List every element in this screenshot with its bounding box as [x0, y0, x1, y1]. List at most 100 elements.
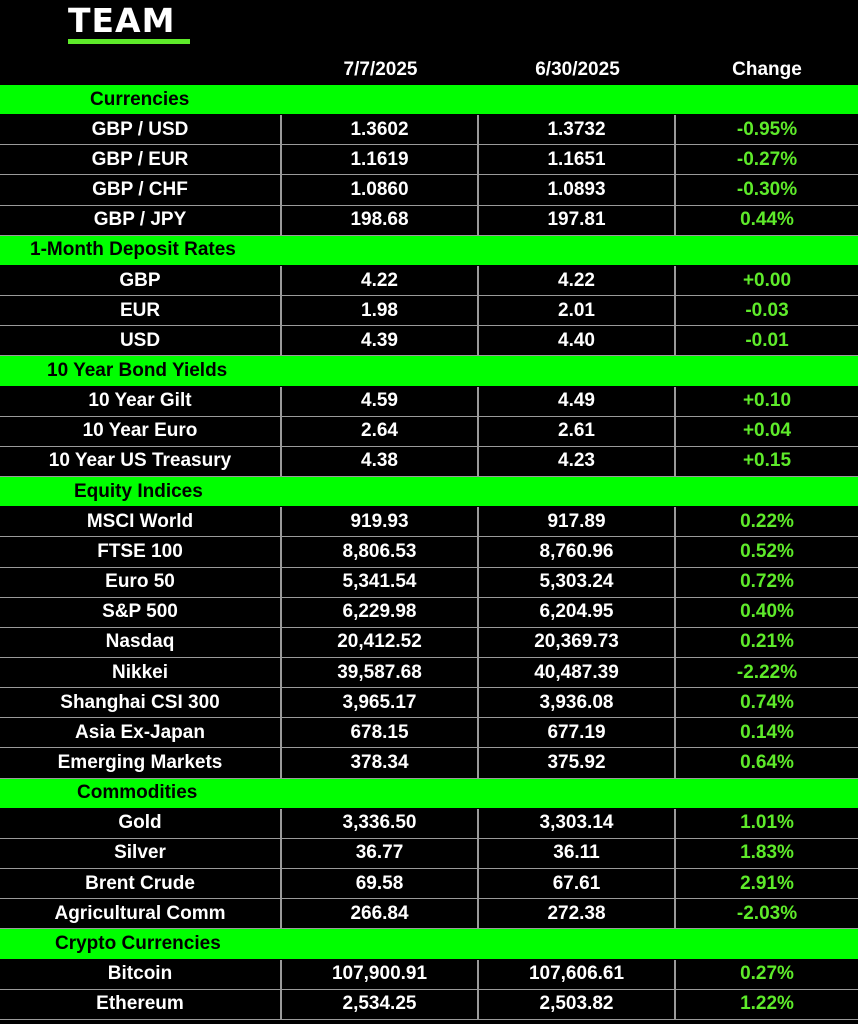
row-change: 0.14% — [740, 721, 794, 743]
section-header: Commodities — [0, 778, 858, 809]
row-name: Bitcoin — [0, 959, 282, 989]
row-change: +0.00 — [742, 269, 792, 291]
row-change: -2.03% — [736, 902, 798, 924]
row-change: 0.74% — [740, 691, 794, 713]
row-value-current: 2,534.25 — [282, 989, 479, 1019]
row-name: S&P 500 — [0, 597, 282, 627]
table-row: Agricultural Comm 266.84 272.38 -2.03% — [0, 899, 858, 930]
row-value-current: 6,229.98 — [282, 597, 479, 627]
section-header: Currencies — [0, 85, 858, 116]
table-row: 10 Year Gilt 4.59 4.49 +0.10 — [0, 386, 858, 417]
row-value-previous: 1.1651 — [479, 145, 676, 175]
row-change: 0.40% — [740, 601, 794, 623]
row-value-current: 69.58 — [282, 869, 479, 899]
row-name: GBP / CHF — [0, 175, 282, 205]
row-name: USD — [0, 326, 282, 356]
table-row: 10 Year US Treasury 4.38 4.23 +0.15 — [0, 446, 858, 478]
row-value-previous: 1.0893 — [479, 175, 676, 205]
row-name: GBP / EUR — [0, 145, 282, 175]
table-row: GBP / JPY 198.68 197.81 0.44% — [0, 205, 858, 236]
header-date-current: 7/7/2025 — [343, 59, 418, 80]
header-date-previous: 6/30/2025 — [535, 59, 620, 80]
row-value-current: 107,900.91 — [282, 959, 479, 989]
table-row: Silver 36.77 36.11 1.83% — [0, 838, 858, 870]
table-row: EUR 1.98 2.01 -0.03 — [0, 296, 858, 327]
row-value-current: 3,336.50 — [282, 808, 479, 838]
row-value-previous: 40,487.39 — [479, 657, 676, 688]
row-value-current: 1.0860 — [282, 175, 479, 205]
row-value-current: 36.77 — [282, 838, 479, 869]
table-row: MSCI World 919.93 917.89 0.22% — [0, 507, 858, 538]
table-row: Gold 3,336.50 3,303.14 1.01% — [0, 808, 858, 839]
row-name: Ethereum — [0, 989, 282, 1019]
market-table: 7/7/2025 6/30/2025 Change Currencies GBP … — [0, 55, 858, 1020]
row-change: -0.30% — [736, 179, 798, 201]
row-value-previous: 2,503.82 — [479, 989, 676, 1019]
row-change: +0.04 — [742, 420, 792, 442]
row-value-previous: 917.89 — [479, 507, 676, 537]
row-value-previous: 67.61 — [479, 869, 676, 899]
row-change: 0.22% — [740, 510, 794, 532]
table-row: Brent Crude 69.58 67.61 2.91% — [0, 869, 858, 900]
row-name: 10 Year Gilt — [0, 386, 282, 416]
row-name: GBP / JPY — [0, 205, 282, 235]
logo-text: TEAM — [68, 1, 176, 40]
row-value-current: 4.59 — [282, 386, 479, 416]
row-value-previous: 677.19 — [479, 718, 676, 748]
row-value-current: 5,341.54 — [282, 567, 479, 597]
header-change: Change — [732, 59, 802, 80]
table-row: 10 Year Euro 2.64 2.61 +0.04 — [0, 416, 858, 447]
row-value-current: 378.34 — [282, 748, 479, 778]
row-name: EUR — [0, 296, 282, 326]
table-row: GBP 4.22 4.22 +0.00 — [0, 265, 858, 297]
logo-underline — [68, 39, 190, 44]
row-name: GBP / USD — [0, 115, 282, 145]
row-value-previous: 4.23 — [479, 446, 676, 477]
table-row: S&P 500 6,229.98 6,204.95 0.40% — [0, 597, 858, 628]
table-row: Nikkei 39,587.68 40,487.39 -2.22% — [0, 657, 858, 689]
row-value-current: 4.38 — [282, 446, 479, 477]
row-change: -2.22% — [736, 661, 798, 683]
row-value-current: 3,965.17 — [282, 688, 479, 718]
table-row: GBP / USD 1.3602 1.3732 -0.95% — [0, 115, 858, 146]
row-value-current: 266.84 — [282, 899, 479, 929]
table-header: 7/7/2025 6/30/2025 Change — [0, 55, 858, 85]
row-value-current: 4.22 — [282, 265, 479, 296]
row-value-previous: 4.40 — [479, 326, 676, 356]
row-change: +0.15 — [742, 450, 792, 472]
row-value-current: 20,412.52 — [282, 627, 479, 657]
row-name: Emerging Markets — [0, 748, 282, 778]
row-value-current: 1.1619 — [282, 145, 479, 175]
row-value-previous: 3,303.14 — [479, 808, 676, 838]
table-row: Asia Ex-Japan 678.15 677.19 0.14% — [0, 718, 858, 749]
table-body: Currencies GBP / USD 1.3602 1.3732 -0.95% GBP… — [0, 85, 858, 1020]
table-row: Bitcoin 107,900.91 107,606.61 0.27% — [0, 959, 858, 990]
section-header: 10 Year Bond Yields — [0, 356, 858, 387]
table-row: GBP / EUR 1.1619 1.1651 -0.27% — [0, 145, 858, 176]
row-value-current: 919.93 — [282, 507, 479, 537]
row-value-previous: 375.92 — [479, 748, 676, 778]
row-value-previous: 6,204.95 — [479, 597, 676, 627]
row-value-current: 1.98 — [282, 296, 479, 326]
table-row: Ethereum 2,534.25 2,503.82 1.22% — [0, 989, 858, 1020]
table-row: GBP / CHF 1.0860 1.0893 -0.30% — [0, 175, 858, 206]
table-row: Emerging Markets 378.34 375.92 0.64% — [0, 748, 858, 779]
row-change: 0.21% — [740, 631, 794, 653]
row-name: Agricultural Comm — [0, 899, 282, 929]
row-value-current: 1.3602 — [282, 115, 479, 145]
row-name: 10 Year Euro — [0, 416, 282, 446]
row-name: Shanghai CSI 300 — [0, 688, 282, 718]
row-value-previous: 20,369.73 — [479, 627, 676, 657]
row-value-previous: 36.11 — [479, 838, 676, 869]
row-change: 0.64% — [740, 752, 794, 774]
row-name: FTSE 100 — [0, 537, 282, 567]
row-value-current: 678.15 — [282, 718, 479, 748]
row-value-previous: 3,936.08 — [479, 688, 676, 718]
row-change: 2.91% — [740, 872, 794, 894]
section-header: Equity Indices — [0, 477, 858, 508]
row-name: Nasdaq — [0, 627, 282, 657]
row-value-previous: 272.38 — [479, 899, 676, 929]
row-value-previous: 5,303.24 — [479, 567, 676, 597]
section-header: 1-Month Deposit Rates — [0, 235, 858, 266]
row-change: 0.52% — [740, 540, 794, 562]
